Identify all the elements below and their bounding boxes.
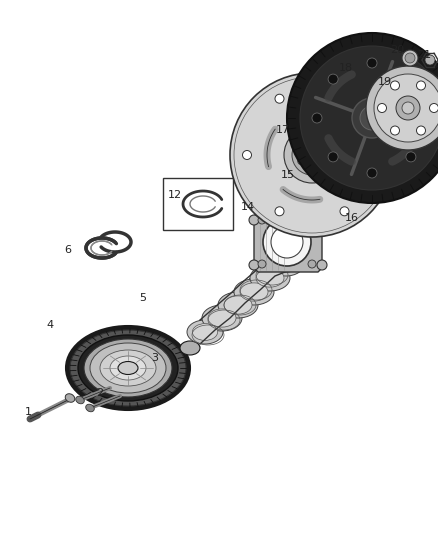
Circle shape (430, 103, 438, 112)
Ellipse shape (300, 46, 438, 190)
Text: 21: 21 (417, 50, 431, 60)
Circle shape (422, 113, 432, 123)
Ellipse shape (84, 339, 172, 397)
Circle shape (312, 113, 322, 123)
Circle shape (309, 139, 315, 145)
Circle shape (340, 207, 349, 216)
Ellipse shape (187, 320, 223, 344)
Ellipse shape (230, 73, 394, 237)
Ellipse shape (65, 394, 75, 402)
Ellipse shape (271, 226, 303, 258)
Text: 3: 3 (152, 353, 159, 363)
Ellipse shape (250, 265, 290, 291)
Circle shape (243, 150, 251, 159)
Polygon shape (254, 212, 322, 272)
Ellipse shape (110, 356, 146, 380)
Ellipse shape (240, 283, 268, 301)
Ellipse shape (249, 260, 259, 270)
Ellipse shape (263, 218, 311, 266)
Circle shape (328, 152, 338, 162)
Ellipse shape (249, 215, 259, 225)
Circle shape (391, 81, 399, 90)
Ellipse shape (305, 148, 319, 162)
Ellipse shape (256, 269, 284, 287)
Ellipse shape (90, 343, 166, 393)
Circle shape (406, 152, 416, 162)
Ellipse shape (199, 316, 227, 334)
Text: 20: 20 (390, 45, 404, 55)
Ellipse shape (360, 106, 384, 130)
Ellipse shape (202, 305, 242, 331)
Text: 2: 2 (96, 388, 103, 398)
Ellipse shape (234, 279, 274, 305)
Ellipse shape (100, 350, 156, 386)
Circle shape (425, 55, 435, 65)
Circle shape (309, 165, 315, 171)
Ellipse shape (374, 74, 438, 142)
Text: 18: 18 (339, 63, 353, 73)
Text: 5: 5 (139, 293, 146, 303)
Ellipse shape (268, 252, 304, 276)
Polygon shape (180, 343, 200, 354)
Circle shape (308, 216, 316, 224)
Ellipse shape (192, 324, 218, 341)
Ellipse shape (292, 135, 332, 175)
Circle shape (275, 94, 284, 103)
Ellipse shape (317, 215, 327, 225)
Ellipse shape (248, 274, 276, 292)
Text: 4: 4 (46, 320, 53, 330)
Circle shape (320, 146, 326, 151)
Ellipse shape (287, 33, 438, 203)
Ellipse shape (317, 260, 327, 270)
Ellipse shape (118, 361, 138, 375)
Ellipse shape (224, 296, 252, 314)
Ellipse shape (352, 98, 392, 138)
Ellipse shape (405, 53, 415, 63)
Circle shape (308, 260, 316, 268)
Circle shape (340, 94, 349, 103)
Ellipse shape (232, 288, 260, 306)
Text: 14: 14 (241, 202, 255, 212)
Ellipse shape (180, 341, 200, 355)
Text: 17: 17 (276, 125, 290, 135)
Text: 1: 1 (25, 407, 32, 417)
Circle shape (258, 260, 266, 268)
Ellipse shape (284, 127, 340, 183)
Text: 16: 16 (345, 213, 359, 223)
Text: 12: 12 (168, 190, 182, 200)
Circle shape (367, 58, 377, 68)
Ellipse shape (264, 261, 292, 279)
Circle shape (378, 103, 386, 112)
Ellipse shape (66, 326, 190, 410)
Circle shape (417, 81, 425, 90)
Circle shape (275, 207, 284, 216)
Text: 19: 19 (378, 77, 392, 87)
Ellipse shape (402, 102, 414, 114)
Circle shape (406, 74, 416, 84)
Circle shape (298, 146, 304, 151)
Ellipse shape (216, 302, 244, 320)
Ellipse shape (273, 256, 299, 272)
Ellipse shape (402, 50, 418, 66)
Circle shape (372, 150, 381, 159)
Text: 15: 15 (281, 170, 295, 180)
Circle shape (391, 126, 399, 135)
Ellipse shape (366, 66, 438, 150)
Circle shape (320, 158, 326, 165)
Ellipse shape (218, 292, 258, 318)
Ellipse shape (86, 404, 94, 412)
Ellipse shape (78, 335, 178, 401)
Circle shape (258, 216, 266, 224)
Ellipse shape (208, 309, 236, 327)
Text: 6: 6 (64, 245, 71, 255)
Circle shape (367, 168, 377, 178)
Circle shape (298, 158, 304, 165)
Circle shape (417, 126, 425, 135)
Ellipse shape (76, 396, 84, 404)
Circle shape (328, 74, 338, 84)
Ellipse shape (396, 96, 420, 120)
Ellipse shape (70, 330, 186, 406)
Bar (163, 178, 233, 230)
